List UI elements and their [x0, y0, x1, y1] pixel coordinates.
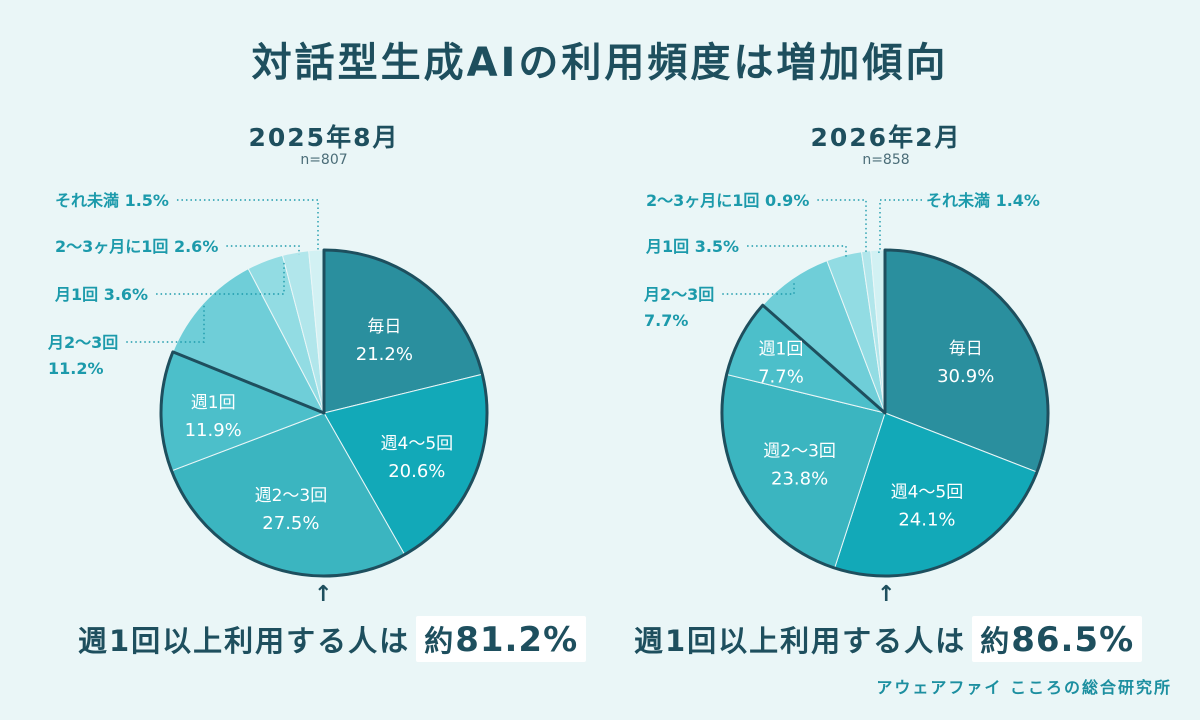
summary-text: 週1回以上利用する人は: [78, 624, 411, 658]
callout-label: 月1回 3.6%: [54, 285, 148, 304]
summary-value: 86.5%: [1011, 620, 1135, 660]
slice-value: 21.2%: [356, 344, 413, 365]
callout-leader-line: [126, 304, 205, 343]
slice-label: 週2〜3回: [255, 486, 328, 506]
pie-slice-4: [172, 267, 326, 414]
chart-1-summary: 週1回以上利用する人は 約 81.2%: [78, 616, 587, 662]
callout-leader-line: [226, 245, 300, 255]
callout-label: 月2〜3回: [47, 333, 118, 352]
chart-1-title: 2025年8月: [248, 123, 400, 152]
summary-prefix: 約: [980, 624, 1012, 658]
slice-value: 7.7%: [758, 367, 804, 388]
slice-value: 30.9%: [937, 366, 994, 387]
callout-value: 7.7%: [644, 311, 688, 330]
slice-label: 週1回: [191, 393, 236, 413]
callout-label: 月2〜3回: [643, 285, 714, 304]
slice-value: 23.8%: [771, 469, 828, 490]
callout-leader-line: [817, 199, 867, 254]
slice-value: 24.1%: [898, 509, 955, 530]
slice-label: 週1回: [759, 340, 804, 360]
slice-value: 11.9%: [185, 420, 242, 441]
summary-prefix: 約: [424, 624, 456, 658]
slice-value: 27.5%: [262, 513, 319, 534]
weekly-highlight-outline: [720, 248, 1050, 578]
chart-2-title: 2026年2月: [810, 123, 962, 152]
callout-value: 11.2%: [48, 359, 104, 378]
callout-leader-line: [747, 245, 847, 258]
callout-label: それ未満 1.4%: [926, 191, 1040, 210]
callout-label: それ未満 1.5%: [55, 191, 169, 210]
callout-label: 2〜3ヶ月に1回 2.6%: [55, 237, 218, 256]
summary-value: 81.2%: [455, 620, 579, 660]
source-credit: アウェアファイ こころの総合研究所: [876, 678, 1172, 697]
slice-label: 毎日: [949, 339, 983, 359]
summary-text: 週1回以上利用する人は: [634, 624, 967, 658]
callout-label: 月1回 3.5%: [645, 237, 739, 256]
callout-leader-line: [156, 262, 285, 295]
callout-leader-line: [722, 280, 795, 295]
pie-chart-2025-08: 毎日 21.2% 週4〜5回 20.6% 週2〜3回 27.5% 週1回 11.9% 月2〜3回…: [47, 191, 489, 578]
weekly-highlight-outline: [159, 248, 489, 578]
slice-label: 毎日: [367, 317, 401, 337]
slice-label: 週4〜5回: [381, 434, 454, 454]
pie-chart-2026-02: 毎日 30.9% 週4〜5回 24.1% 週2〜3回 23.8% 週1回 7.7% 月2〜3回 7…: [643, 191, 1050, 578]
callout-label: 2〜3ヶ月に1回 0.9%: [646, 191, 809, 210]
chart-2-sample-size: n=858: [862, 152, 910, 168]
chart-1-sample-size: n=807: [300, 152, 348, 168]
up-arrow-icon: ↑: [314, 582, 333, 607]
callout-leader-line: [877, 199, 922, 253]
callout-leader-line: [176, 199, 319, 253]
summary-highlight: 約 86.5%: [972, 616, 1143, 662]
chart-2-summary: 週1回以上利用する人は 約 86.5%: [634, 616, 1143, 662]
up-arrow-icon: ↑: [877, 582, 896, 607]
page-title: 対話型生成AIの利用頻度は増加傾向: [251, 40, 949, 86]
slice-value: 20.6%: [388, 461, 445, 482]
summary-highlight: 約 81.2%: [416, 616, 587, 662]
slice-label: 週2〜3回: [763, 442, 836, 462]
slice-label: 週4〜5回: [891, 482, 964, 502]
